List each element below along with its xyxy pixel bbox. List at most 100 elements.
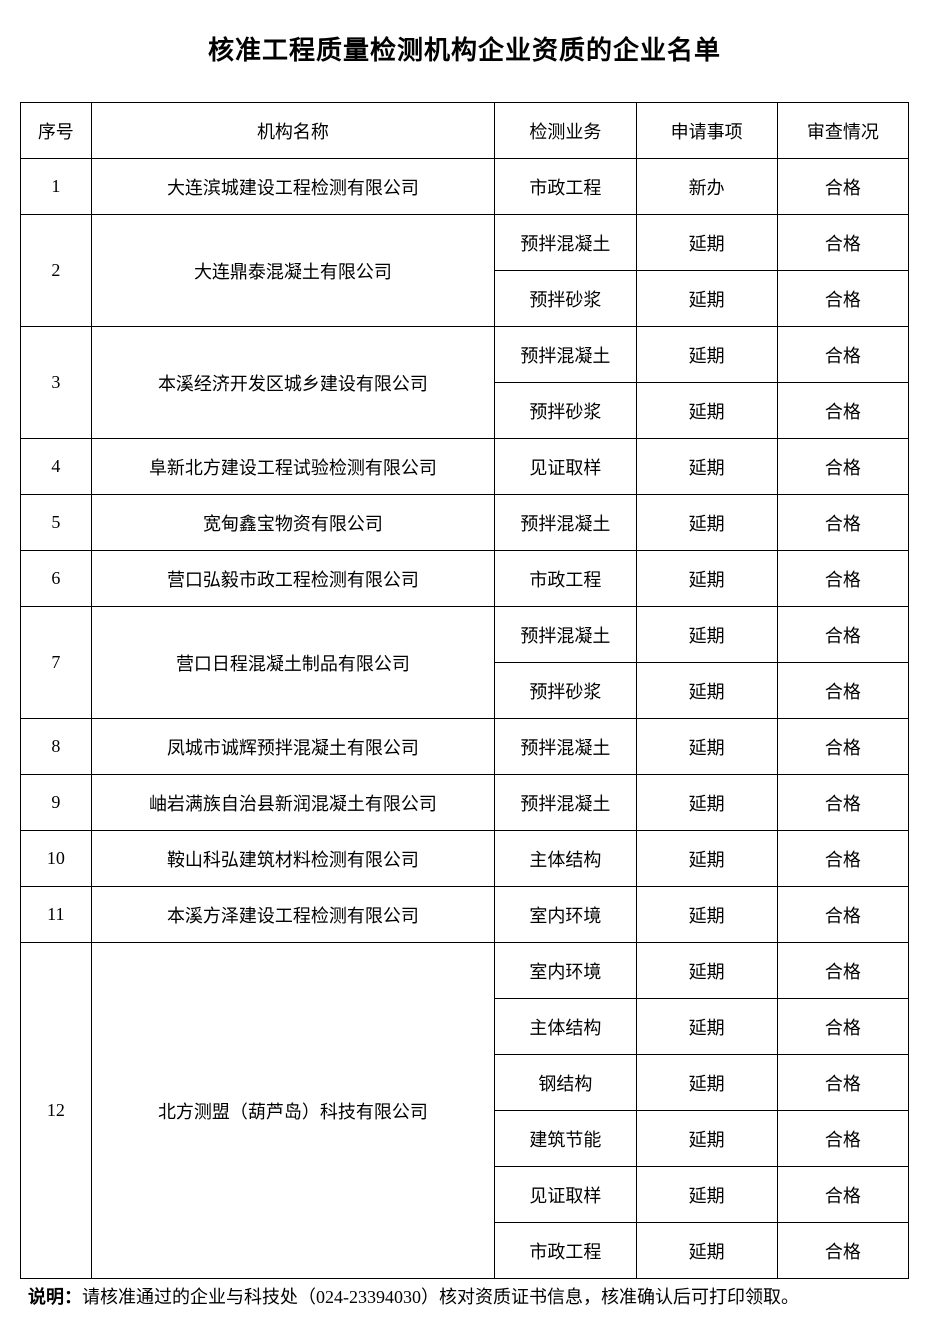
page-title: 核准工程质量检测机构企业资质的企业名单 — [20, 30, 909, 67]
cell-request: 延期 — [636, 271, 777, 327]
note-label: 说明： — [28, 1287, 82, 1307]
note-text: 请核准通过的企业与科技处（024-23394030）核对资质证书信息，核准确认后… — [82, 1287, 799, 1307]
table-row: 3本溪经济开发区城乡建设有限公司预拌混凝土延期合格 — [21, 327, 909, 383]
cell-status: 合格 — [777, 159, 908, 215]
table-row: 2大连鼎泰混凝土有限公司预拌混凝土延期合格 — [21, 215, 909, 271]
table-row: 1大连滨城建设工程检测有限公司市政工程新办合格 — [21, 159, 909, 215]
cell-status: 合格 — [777, 551, 908, 607]
col-header-business: 检测业务 — [495, 103, 636, 159]
cell-request: 延期 — [636, 383, 777, 439]
cell-seq: 8 — [21, 719, 92, 775]
cell-business: 室内环境 — [495, 943, 636, 999]
cell-seq: 2 — [21, 215, 92, 327]
table-row: 9岫岩满族自治县新润混凝土有限公司预拌混凝土延期合格 — [21, 775, 909, 831]
cell-business: 建筑节能 — [495, 1111, 636, 1167]
cell-business: 钢结构 — [495, 1055, 636, 1111]
cell-business: 预拌混凝土 — [495, 607, 636, 663]
cell-status: 合格 — [777, 999, 908, 1055]
cell-request: 延期 — [636, 775, 777, 831]
cell-seq: 10 — [21, 831, 92, 887]
cell-status: 合格 — [777, 1167, 908, 1223]
col-header-name: 机构名称 — [91, 103, 495, 159]
cell-name: 营口日程混凝土制品有限公司 — [91, 607, 495, 719]
cell-seq: 12 — [21, 943, 92, 1279]
cell-business: 预拌混凝土 — [495, 327, 636, 383]
table-row: 11本溪方泽建设工程检测有限公司室内环境延期合格 — [21, 887, 909, 943]
cell-business: 预拌混凝土 — [495, 215, 636, 271]
cell-seq: 4 — [21, 439, 92, 495]
cell-status: 合格 — [777, 1223, 908, 1279]
table-row: 7营口日程混凝土制品有限公司预拌混凝土延期合格 — [21, 607, 909, 663]
cell-business: 预拌砂浆 — [495, 271, 636, 327]
cell-request: 延期 — [636, 663, 777, 719]
cell-business: 市政工程 — [495, 1223, 636, 1279]
table-row: 12北方测盟（葫芦岛）科技有限公司室内环境延期合格 — [21, 943, 909, 999]
table-row: 10鞍山科弘建筑材料检测有限公司主体结构延期合格 — [21, 831, 909, 887]
cell-seq: 6 — [21, 551, 92, 607]
cell-request: 延期 — [636, 887, 777, 943]
cell-status: 合格 — [777, 1055, 908, 1111]
cell-request: 延期 — [636, 1111, 777, 1167]
cell-seq: 11 — [21, 887, 92, 943]
cell-business: 室内环境 — [495, 887, 636, 943]
cell-status: 合格 — [777, 943, 908, 999]
col-header-seq: 序号 — [21, 103, 92, 159]
table-body: 1大连滨城建设工程检测有限公司市政工程新办合格2大连鼎泰混凝土有限公司预拌混凝土… — [21, 159, 909, 1279]
cell-request: 延期 — [636, 1055, 777, 1111]
cell-business: 预拌混凝土 — [495, 719, 636, 775]
col-header-status: 审查情况 — [777, 103, 908, 159]
cell-business: 预拌砂浆 — [495, 663, 636, 719]
cell-seq: 1 — [21, 159, 92, 215]
cell-status: 合格 — [777, 271, 908, 327]
cell-seq: 5 — [21, 495, 92, 551]
cell-business: 市政工程 — [495, 551, 636, 607]
cell-status: 合格 — [777, 439, 908, 495]
cell-name: 阜新北方建设工程试验检测有限公司 — [91, 439, 495, 495]
cell-name: 大连滨城建设工程检测有限公司 — [91, 159, 495, 215]
table-row: 8凤城市诚辉预拌混凝土有限公司预拌混凝土延期合格 — [21, 719, 909, 775]
cell-status: 合格 — [777, 831, 908, 887]
cell-request: 延期 — [636, 607, 777, 663]
cell-status: 合格 — [777, 495, 908, 551]
cell-request: 延期 — [636, 495, 777, 551]
cell-status: 合格 — [777, 663, 908, 719]
cell-business: 见证取样 — [495, 1167, 636, 1223]
table-header-row: 序号 机构名称 检测业务 申请事项 审查情况 — [21, 103, 909, 159]
cell-business: 见证取样 — [495, 439, 636, 495]
cell-request: 延期 — [636, 327, 777, 383]
table-row: 5宽甸鑫宝物资有限公司预拌混凝土延期合格 — [21, 495, 909, 551]
cell-request: 延期 — [636, 719, 777, 775]
cell-status: 合格 — [777, 327, 908, 383]
cell-name: 宽甸鑫宝物资有限公司 — [91, 495, 495, 551]
col-header-request: 申请事项 — [636, 103, 777, 159]
cell-name: 凤城市诚辉预拌混凝土有限公司 — [91, 719, 495, 775]
cell-name: 岫岩满族自治县新润混凝土有限公司 — [91, 775, 495, 831]
cell-business: 预拌混凝土 — [495, 495, 636, 551]
cell-request: 延期 — [636, 1167, 777, 1223]
note-paragraph: 说明：请核准通过的企业与科技处（024-23394030）核对资质证书信息，核准… — [20, 1283, 909, 1312]
cell-name: 营口弘毅市政工程检测有限公司 — [91, 551, 495, 607]
cell-business: 预拌砂浆 — [495, 383, 636, 439]
cell-seq: 7 — [21, 607, 92, 719]
cell-request: 延期 — [636, 831, 777, 887]
cell-status: 合格 — [777, 775, 908, 831]
cell-status: 合格 — [777, 607, 908, 663]
cell-request: 延期 — [636, 1223, 777, 1279]
cell-request: 新办 — [636, 159, 777, 215]
cell-status: 合格 — [777, 383, 908, 439]
cell-business: 预拌混凝土 — [495, 775, 636, 831]
cell-request: 延期 — [636, 999, 777, 1055]
table-row: 6营口弘毅市政工程检测有限公司市政工程延期合格 — [21, 551, 909, 607]
cell-request: 延期 — [636, 551, 777, 607]
cell-name: 北方测盟（葫芦岛）科技有限公司 — [91, 943, 495, 1279]
cell-request: 延期 — [636, 439, 777, 495]
cell-request: 延期 — [636, 215, 777, 271]
cell-seq: 3 — [21, 327, 92, 439]
cell-business: 主体结构 — [495, 999, 636, 1055]
cell-status: 合格 — [777, 1111, 908, 1167]
cell-status: 合格 — [777, 719, 908, 775]
cell-name: 本溪经济开发区城乡建设有限公司 — [91, 327, 495, 439]
cell-business: 主体结构 — [495, 831, 636, 887]
qualification-table: 序号 机构名称 检测业务 申请事项 审查情况 1大连滨城建设工程检测有限公司市政… — [20, 102, 909, 1279]
cell-name: 大连鼎泰混凝土有限公司 — [91, 215, 495, 327]
